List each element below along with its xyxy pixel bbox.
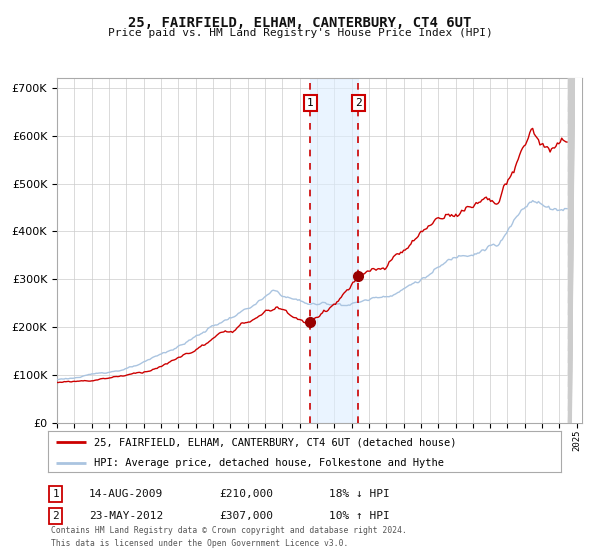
Bar: [310, 78, 358, 423]
Text: 14-AUG-2009: 14-AUG-2009: [89, 489, 163, 499]
Text: 25, FAIRFIELD, ELHAM, CANTERBURY, CT4 6UT (detached house): 25, FAIRFIELD, ELHAM, CANTERBURY, CT4 6U…: [94, 437, 457, 447]
Text: 2: 2: [52, 511, 59, 521]
Text: 23-MAY-2012: 23-MAY-2012: [89, 511, 163, 521]
Text: 1: 1: [307, 98, 314, 108]
Text: £307,000: £307,000: [219, 511, 273, 521]
Text: Price paid vs. HM Land Registry's House Price Index (HPI): Price paid vs. HM Land Registry's House …: [107, 28, 493, 38]
Bar: [568, 78, 582, 423]
Text: 10% ↑ HPI: 10% ↑ HPI: [329, 511, 389, 521]
Text: 2: 2: [355, 98, 362, 108]
Text: 25, FAIRFIELD, ELHAM, CANTERBURY, CT4 6UT: 25, FAIRFIELD, ELHAM, CANTERBURY, CT4 6U…: [128, 16, 472, 30]
Text: £210,000: £210,000: [219, 489, 273, 499]
Text: Contains HM Land Registry data © Crown copyright and database right 2024.
This d: Contains HM Land Registry data © Crown c…: [51, 526, 407, 548]
Text: 1: 1: [52, 489, 59, 499]
Text: HPI: Average price, detached house, Folkestone and Hythe: HPI: Average price, detached house, Folk…: [94, 458, 444, 468]
Text: 18% ↓ HPI: 18% ↓ HPI: [329, 489, 389, 499]
